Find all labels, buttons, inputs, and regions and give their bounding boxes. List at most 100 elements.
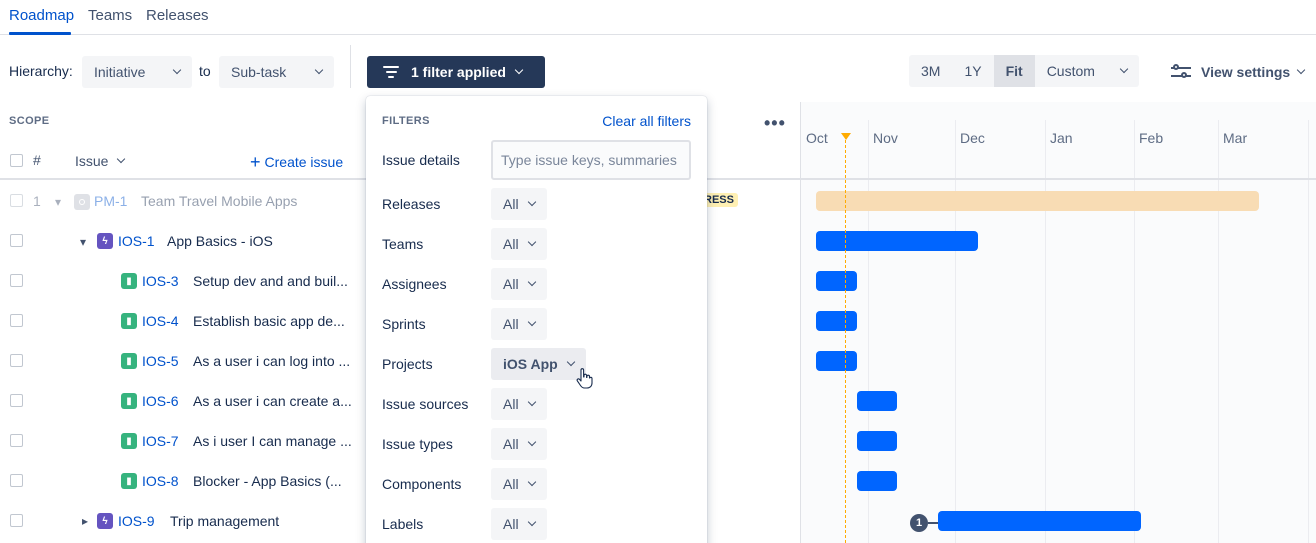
filter-select-issue-sources[interactable]: All bbox=[491, 388, 547, 420]
issue-key[interactable]: IOS-4 bbox=[142, 313, 179, 329]
filter-button[interactable]: 1 filter applied bbox=[367, 56, 545, 88]
issue-key[interactable]: IOS-9 bbox=[118, 513, 155, 529]
chevron-right-icon[interactable]: ▸ bbox=[82, 514, 89, 528]
filter-select-teams[interactable]: All bbox=[491, 228, 547, 260]
more-options-icon[interactable]: ••• bbox=[764, 113, 786, 133]
epic-icon: ϟ bbox=[97, 233, 113, 249]
timeline-bar-ios-3[interactable] bbox=[816, 271, 857, 291]
row-checkbox[interactable] bbox=[10, 394, 23, 407]
toolbar-divider bbox=[350, 45, 351, 88]
filter-value: All bbox=[503, 276, 519, 292]
issue-details-input[interactable] bbox=[491, 140, 691, 180]
issue-title[interactable]: Setup dev and and buil... bbox=[193, 273, 348, 289]
range-custom-select[interactable]: Custom bbox=[1035, 55, 1139, 87]
hierarchy-from-value: Initiative bbox=[94, 64, 146, 80]
hierarchy-label: Hierarchy: bbox=[9, 63, 73, 79]
tab-releases[interactable]: Releases bbox=[146, 7, 209, 24]
issue-title[interactable]: Blocker - App Basics (... bbox=[193, 473, 342, 489]
timeline-bar-ios-1[interactable] bbox=[816, 231, 978, 251]
timeline-bar-ios-4[interactable] bbox=[816, 311, 857, 331]
row-checkbox[interactable] bbox=[10, 314, 23, 327]
filter-select-labels[interactable]: All bbox=[491, 508, 547, 540]
timeline-bar-ios-7[interactable] bbox=[857, 431, 897, 451]
filter-icon bbox=[383, 66, 399, 78]
issue-header-label: Issue bbox=[75, 153, 109, 169]
month-divider bbox=[1045, 120, 1046, 543]
range-fit-button[interactable]: Fit bbox=[993, 55, 1035, 87]
issue-key[interactable]: IOS-1 bbox=[118, 233, 155, 249]
tab-teams[interactable]: Teams bbox=[88, 7, 133, 24]
month-divider bbox=[955, 120, 956, 543]
issue-key[interactable]: IOS-7 bbox=[142, 433, 179, 449]
timeline-area bbox=[800, 102, 1316, 543]
filter-select-assignees[interactable]: All bbox=[491, 268, 547, 300]
chevron-down-icon bbox=[527, 237, 536, 247]
range-1y-button[interactable]: 1Y bbox=[964, 63, 982, 79]
row-number: 1 bbox=[33, 193, 41, 209]
issue-title[interactable]: Establish basic app de... bbox=[193, 313, 345, 329]
dependency-connector bbox=[928, 522, 938, 524]
filter-select-releases[interactable]: All bbox=[491, 188, 547, 220]
filter-select-sprints[interactable]: All bbox=[491, 308, 547, 340]
timeline-bar-ios-6[interactable] bbox=[857, 391, 897, 411]
initiative-icon bbox=[74, 194, 90, 210]
timeline-bar-ios-5[interactable] bbox=[816, 351, 857, 371]
filter-label-labels: Labels bbox=[382, 516, 424, 532]
timeline-bar-pm-1[interactable] bbox=[816, 191, 1259, 211]
chevron-down-icon bbox=[527, 277, 536, 287]
timeline-bar-ios-8[interactable] bbox=[857, 471, 897, 491]
hierarchy-from-select[interactable]: Initiative bbox=[82, 56, 192, 88]
chevron-down-icon[interactable]: ▾ bbox=[80, 235, 87, 249]
chevron-down-icon bbox=[514, 65, 524, 75]
filter-label-sprints: Sprints bbox=[382, 316, 426, 332]
range-3m-button[interactable]: 3M bbox=[921, 63, 941, 79]
row-checkbox[interactable] bbox=[10, 514, 23, 527]
filter-label-issue-types: Issue types bbox=[382, 436, 453, 452]
issue-key[interactable]: IOS-5 bbox=[142, 353, 179, 369]
month-label: Feb bbox=[1139, 130, 1164, 146]
hierarchy-to-select[interactable]: Sub-task bbox=[219, 56, 334, 88]
issue-key[interactable]: IOS-8 bbox=[142, 473, 179, 489]
row-checkbox[interactable] bbox=[10, 434, 23, 447]
filter-value: iOS App bbox=[503, 356, 558, 372]
row-checkbox[interactable] bbox=[10, 474, 23, 487]
filters-popover: FILTERS Clear all filters Issue details … bbox=[366, 96, 707, 543]
timeline-bar-ios-9[interactable] bbox=[938, 511, 1141, 531]
issue-title[interactable]: As a user i can create a... bbox=[193, 393, 352, 409]
story-icon: ▮ bbox=[121, 313, 137, 329]
filter-select-components[interactable]: All bbox=[491, 468, 547, 500]
issue-key[interactable]: IOS-3 bbox=[142, 273, 179, 289]
filter-select-issue-types[interactable]: All bbox=[491, 428, 547, 460]
issue-title[interactable]: Team Travel Mobile Apps bbox=[141, 193, 298, 209]
story-icon: ▮ bbox=[121, 273, 137, 289]
select-all-checkbox[interactable] bbox=[10, 154, 23, 167]
chevron-down-icon bbox=[1119, 64, 1128, 74]
month-label: Mar bbox=[1223, 130, 1248, 146]
issue-title[interactable]: App Basics - iOS bbox=[167, 233, 273, 249]
filter-value: All bbox=[503, 236, 519, 252]
create-issue-button[interactable]: + Create issue bbox=[250, 152, 343, 173]
dependency-badge[interactable]: 1 bbox=[910, 514, 928, 532]
today-line bbox=[845, 140, 846, 543]
issue-title[interactable]: Trip management bbox=[170, 513, 280, 529]
chevron-down-icon[interactable]: ▾ bbox=[55, 195, 62, 209]
chevron-down-icon bbox=[314, 65, 324, 75]
filter-value: All bbox=[503, 316, 519, 332]
tab-roadmap[interactable]: Roadmap bbox=[9, 7, 75, 24]
filter-label-releases: Releases bbox=[382, 196, 441, 212]
issue-column-header[interactable]: Issue bbox=[75, 153, 126, 169]
filter-select-projects[interactable]: iOS App bbox=[491, 348, 586, 380]
row-checkbox[interactable] bbox=[10, 234, 23, 247]
hierarchy-to-value: Sub-task bbox=[231, 64, 287, 80]
filter-label-teams: Teams bbox=[382, 236, 424, 252]
issue-title[interactable]: As i user I can manage ... bbox=[193, 433, 352, 449]
view-settings-button[interactable]: View settings bbox=[1171, 56, 1306, 88]
row-checkbox[interactable] bbox=[10, 194, 23, 207]
row-checkbox[interactable] bbox=[10, 354, 23, 367]
issue-key[interactable]: PM-1 bbox=[94, 193, 128, 209]
row-checkbox[interactable] bbox=[10, 274, 23, 287]
issue-key[interactable]: IOS-6 bbox=[142, 393, 179, 409]
issue-title[interactable]: As a user i can log into ... bbox=[193, 353, 351, 369]
chevron-down-icon bbox=[566, 357, 575, 367]
clear-all-filters-link[interactable]: Clear all filters bbox=[602, 113, 691, 129]
